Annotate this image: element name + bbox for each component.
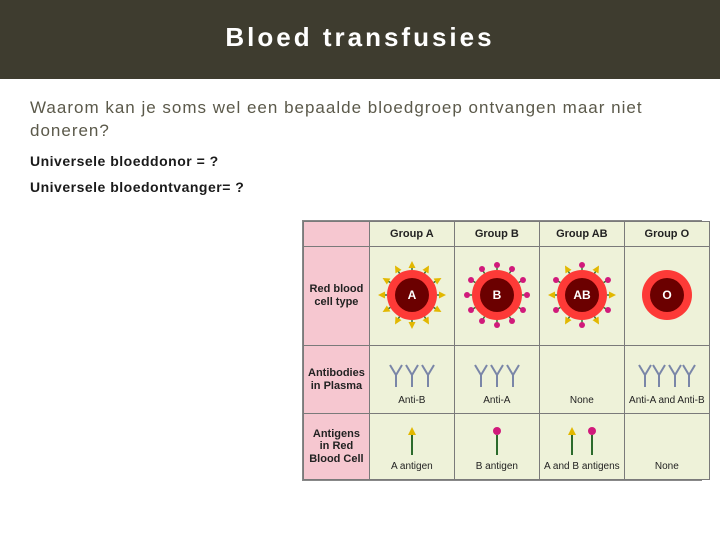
svg-text:O: O: [662, 288, 671, 302]
rbc-cell-o: O: [624, 247, 709, 346]
row-header-rbc: Red blood cell type: [304, 247, 370, 346]
antigen-cell-o: None: [624, 414, 709, 480]
svg-text:AB: AB: [573, 288, 591, 302]
page-title: Bloed transfusies: [0, 22, 720, 53]
blood-group-table: Group A Group B Group AB Group O Red blo…: [303, 221, 710, 480]
antibody-cell-ab: None: [539, 346, 624, 414]
corner-cell: [304, 222, 370, 247]
col-header: Group AB: [539, 222, 624, 247]
blood-group-chart: Group A Group B Group AB Group O Red blo…: [302, 220, 702, 481]
svg-text:B: B: [493, 288, 502, 302]
antigen-row: Antigens in Red Blood Cell A antigen B a…: [304, 414, 710, 480]
row-header-antigens: Antigens in Red Blood Cell: [304, 414, 370, 480]
col-header: Group O: [624, 222, 709, 247]
title-band: Bloed transfusies: [0, 0, 720, 79]
col-header: Group B: [454, 222, 539, 247]
svg-text:A: A: [408, 288, 417, 302]
antibody-cell-b: Anti-A: [454, 346, 539, 414]
antigen-cell-a: A antigen: [369, 414, 454, 480]
row-header-antibodies: Antibodies in Plasma: [304, 346, 370, 414]
question-text: Waarom kan je soms wel een bepaalde bloe…: [30, 97, 690, 143]
antibody-cell-o: Anti-A and Anti-B: [624, 346, 709, 414]
subline-donor: Universele bloeddonor = ?: [30, 153, 720, 169]
col-header: Group A: [369, 222, 454, 247]
table-header-row: Group A Group B Group AB Group O: [304, 222, 710, 247]
rbc-row: Red blood cell type A B AB O: [304, 247, 710, 346]
rbc-cell-b: B: [454, 247, 539, 346]
rbc-cell-a: A: [369, 247, 454, 346]
antibody-cell-a: Anti-B: [369, 346, 454, 414]
antibody-row: Antibodies in Plasma Anti-B Anti-A None: [304, 346, 710, 414]
antigen-cell-b: B antigen: [454, 414, 539, 480]
subline-receiver: Universele bloedontvanger= ?: [30, 179, 720, 195]
rbc-cell-ab: AB: [539, 247, 624, 346]
antigen-cell-ab: A and B antigens: [539, 414, 624, 480]
